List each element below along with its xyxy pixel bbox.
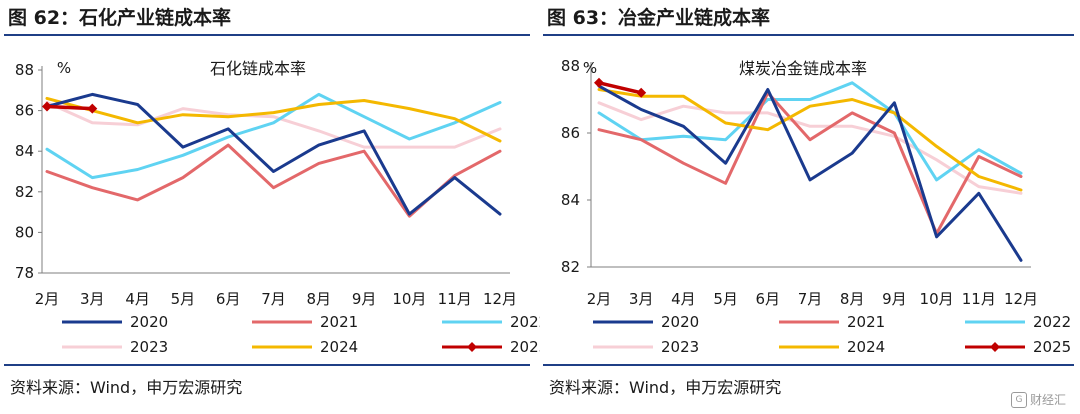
legend-label-2021: 2021: [847, 313, 885, 331]
series-marker-2025: [636, 87, 647, 98]
legend-label-2024: 2024: [847, 338, 885, 356]
series-marker-2025: [594, 77, 604, 88]
source-note: 资料来源：Wind，申万宏源研究: [549, 378, 782, 397]
x-tick-label: 12月: [1004, 290, 1038, 308]
series-line-2020: [597, 84, 1023, 262]
legend-label-2021: 2021: [320, 313, 358, 331]
x-tick-label: 10月: [920, 290, 954, 308]
y-tick-label: 86: [561, 124, 580, 142]
x-tick-label: 5月: [171, 290, 196, 308]
metallurgy-cost-rate-chart: 82 84 86 88% 煤炭冶金链成本率 2月 3月 4月 5月 6月 7月 8月 9月 10月 11月 1…: [561, 57, 1071, 356]
x-tick-label: 6月: [756, 290, 781, 308]
y-tick-label: 88: [561, 57, 580, 75]
x-tick-label: 7月: [261, 290, 286, 308]
x-tick-label: 8月: [840, 290, 865, 308]
series-line-2021: [597, 91, 1023, 235]
chart-title: 煤炭冶金链成本率: [739, 59, 867, 78]
legend-label-2020: 2020: [661, 313, 699, 331]
x-tick-label: 3月: [80, 290, 105, 308]
y-tick-label: 84: [561, 191, 580, 209]
title-divider: [543, 34, 1074, 36]
x-tick-label: 8月: [307, 290, 332, 308]
figure-title: 图 63：冶金产业链成本率: [547, 7, 771, 29]
x-tick-label: 11月: [962, 290, 996, 308]
legend-label-2020: 2020: [130, 313, 168, 331]
logo-icon: G: [1010, 391, 1027, 408]
panel-petrochemical: 图 62：石化产业链成本率 78 80 82 84 86 88% 石化链成本率 2月 3月 4月 5…: [4, 7, 540, 397]
legend-label-2025: 2025: [1033, 338, 1071, 356]
series-line-2021: [45, 143, 502, 218]
legend-label-2023: 2023: [661, 338, 699, 356]
series-line-2024: [597, 88, 1023, 192]
legend-label-2025: 2025: [510, 338, 540, 356]
series-line-2020: [45, 92, 502, 216]
legend-label-2022: 2022: [510, 313, 540, 331]
legend-label-2022: 2022: [1033, 313, 1071, 331]
x-tick-label: 2月: [35, 290, 60, 308]
y-axis-unit: %: [583, 59, 597, 77]
legend-label-2023: 2023: [130, 338, 168, 356]
x-tick-label: 6月: [216, 290, 241, 308]
series-line-2022: [597, 81, 1023, 182]
x-tick-label: 11月: [438, 290, 472, 308]
legend-label-2024: 2024: [320, 338, 358, 356]
x-tick-label: 9月: [882, 290, 907, 308]
y-tick-label: 84: [15, 142, 34, 160]
legend-marker-2025: [467, 342, 477, 352]
series-line-2022: [45, 92, 502, 180]
series-line-2025: [45, 104, 95, 111]
legend-marker-2025: [990, 342, 1000, 352]
series-marker-2025: [42, 101, 52, 112]
chart-title: 石化链成本率: [210, 59, 306, 78]
watermark: G 财经汇: [1010, 391, 1066, 408]
y-tick-label: 80: [15, 223, 34, 241]
series-line-2023: [45, 101, 502, 149]
x-tick-label: 3月: [629, 290, 654, 308]
y-tick-label: 82: [15, 183, 34, 201]
x-tick-label: 7月: [798, 290, 823, 308]
y-tick-label: 88: [15, 61, 34, 79]
x-tick-label: 4月: [671, 290, 696, 308]
bottom-divider: [4, 364, 530, 366]
x-tick-label: 5月: [713, 290, 738, 308]
watermark-text: 财经汇: [1029, 393, 1066, 407]
x-tick-label: 12月: [483, 290, 517, 308]
x-tick-label: 4月: [125, 290, 150, 308]
bottom-divider: [543, 364, 1074, 366]
panel-metallurgy: 图 63：冶金产业链成本率 82 84 86 88% 煤炭冶金链成本率 2月 3月 4月 5月 6…: [541, 0, 1080, 414]
title-divider: [4, 34, 530, 36]
x-tick-label: 2月: [587, 290, 612, 308]
x-tick-label: 10月: [392, 290, 426, 308]
source-note: 资料来源：Wind，申万宏源研究: [10, 378, 243, 397]
x-tick-label: 9月: [352, 290, 377, 308]
y-tick-label: 86: [15, 102, 34, 120]
y-tick-label: 78: [15, 264, 34, 282]
y-tick-label: 82: [561, 258, 580, 276]
series-line-2024: [45, 96, 502, 143]
series-line-2025: [597, 81, 643, 95]
petrochemical-cost-rate-chart: 78 80 82 84 86 88% 石化链成本率 2月 3月 4月 5月 6月 7月 8月 9月 10月 11…: [15, 59, 540, 356]
series-marker-2025: [87, 103, 98, 114]
figure-title: 图 62：石化产业链成本率: [8, 7, 232, 29]
y-axis-unit: %: [57, 59, 71, 77]
